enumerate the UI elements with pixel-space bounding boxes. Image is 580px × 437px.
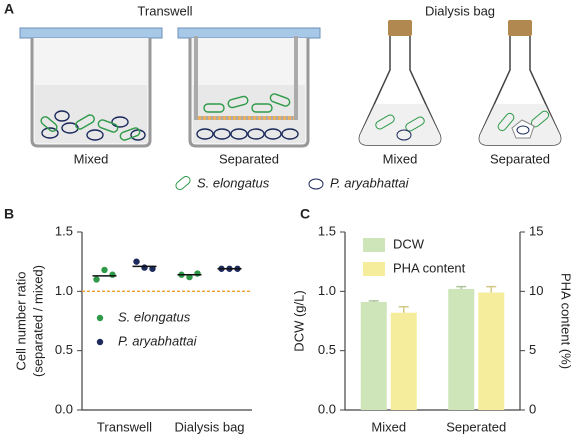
panel-label: A (4, 1, 14, 17)
panel-label: C (300, 206, 310, 222)
legend-label: DCW (393, 236, 425, 251)
legend-swatch (96, 314, 104, 322)
medium (193, 85, 305, 143)
dot (109, 271, 116, 278)
x-tick-label: Transwell (97, 419, 152, 434)
legend-label: PHA content (393, 260, 466, 275)
dot (194, 270, 201, 277)
dot (133, 258, 140, 265)
y2-axis-label: PHA content (%) (559, 273, 574, 369)
dot (141, 264, 148, 271)
dot (149, 265, 156, 272)
legend-label: P. aryabhattai (330, 175, 410, 190)
lid (19, 27, 163, 39)
dot (101, 266, 108, 274)
group-title: Dialysis bag (425, 3, 495, 18)
tick-label: 0.5 (55, 342, 73, 357)
x-tick-label: Mixed (371, 419, 406, 434)
dot (93, 276, 100, 283)
flask (478, 20, 562, 146)
legend-swatch (363, 238, 385, 252)
legend-label: P. aryabhattai (118, 333, 198, 348)
legend-swatch (363, 262, 385, 276)
y-axis-label: DCW (g/L) (291, 290, 306, 351)
tick-label: 1.5 (318, 223, 336, 238)
cells (196, 93, 299, 140)
group-title: Transwell (137, 3, 192, 18)
tick-label: 10 (529, 283, 543, 298)
tick-label: 0.0 (55, 401, 73, 416)
diagram: A Transwell Dialysis bag Mixed (4, 1, 562, 191)
condition-label: Mixed (74, 151, 109, 166)
condition-label: Separated (219, 151, 279, 166)
tick-label: 0 (529, 401, 536, 416)
y-axis-label: (separated / mixed) (30, 265, 45, 377)
tick-label: 1.0 (55, 283, 73, 298)
legend-swatch (308, 178, 324, 190)
tick-label: 1.5 (55, 223, 73, 238)
tick-label: 5 (529, 342, 536, 357)
tick-label: 1.0 (318, 283, 336, 298)
x-tick-label: Seperated (446, 419, 506, 434)
dot (186, 273, 193, 281)
tick-label: 0.0 (318, 401, 336, 416)
legend-swatch (96, 338, 104, 346)
condition-label: Mixed (383, 151, 418, 166)
bar (360, 302, 387, 410)
tick-label: 0.5 (318, 342, 336, 357)
legend-label: S. elongatus (197, 175, 270, 190)
cells (40, 110, 146, 141)
condition-label: Separated (490, 151, 550, 166)
legend-label: S. elongatus (118, 309, 191, 324)
legend-swatch (175, 175, 191, 191)
tick-label: 15 (529, 223, 543, 238)
error-bar (398, 306, 409, 313)
x-tick-label: Dialysis bag (174, 419, 244, 434)
panel-label: B (4, 206, 14, 222)
bar (448, 288, 475, 410)
error-bar (368, 300, 379, 303)
bar (478, 292, 505, 410)
axis (344, 232, 521, 411)
y-axis-label: Cell number ratio (13, 272, 28, 371)
lid (177, 27, 321, 39)
medium (35, 85, 147, 143)
flask (358, 20, 442, 146)
bar (390, 312, 417, 410)
error-bar (486, 285, 497, 293)
error-bar (456, 285, 467, 289)
